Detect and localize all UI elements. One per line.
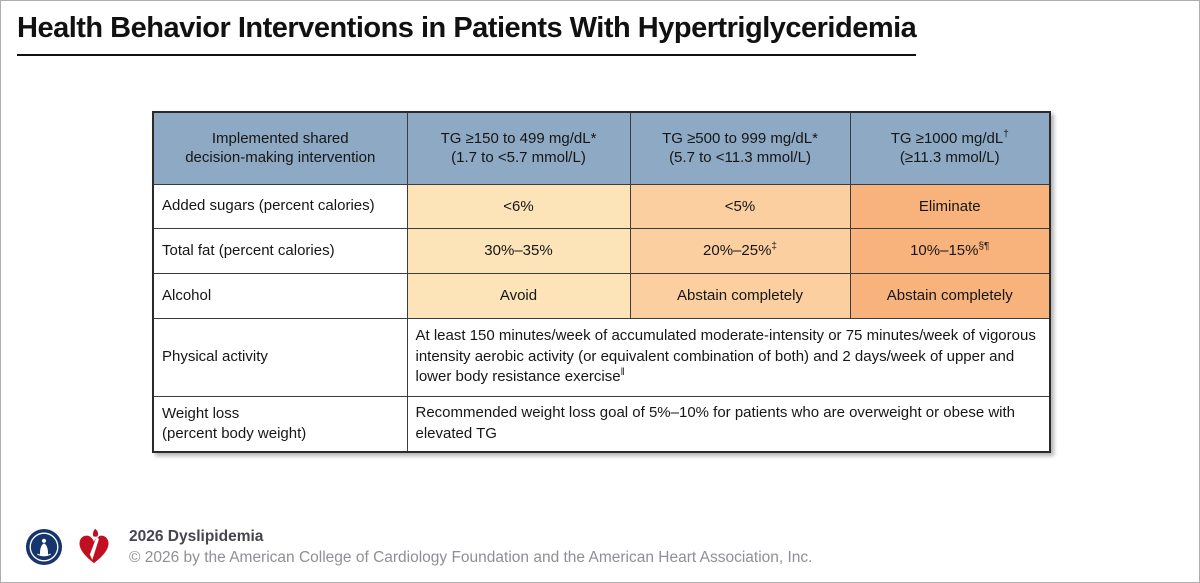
value-cell: 30%–35% xyxy=(406,227,631,274)
row-label-physical-activity: Physical activity xyxy=(152,317,408,397)
american-heart-association-logo-icon xyxy=(79,529,109,564)
header-cell-intervention: Implemented shared decision-making inter… xyxy=(152,111,408,185)
value-cell: Abstain completely xyxy=(849,272,1051,319)
span-cell-weight-loss: Recommended weight loss goal of 5%–10% f… xyxy=(406,395,1051,453)
parallel-bars-footnote-marker: ‖ xyxy=(620,367,625,379)
page-title: Health Behavior Interventions in Patient… xyxy=(17,12,917,57)
interventions-table: Implemented shared decision-making inter… xyxy=(152,111,1051,453)
value-cell: Avoid xyxy=(406,272,631,319)
footer-copyright: © 2026 by the American College of Cardio… xyxy=(129,549,813,567)
row-label-added-sugars: Added sugars (percent calories) xyxy=(152,183,408,229)
value-cell: <5% xyxy=(629,183,851,229)
header-cell-tg-1000: TG ≥1000 mg/dL† (≥11.3 mmol/L) xyxy=(849,111,1051,185)
table-header-row: Implemented shared decision-making inter… xyxy=(152,111,1051,185)
header-cell-tg-150-499: TG ≥150 to 499 mg/dL* (1.7 to <5.7 mmol/… xyxy=(406,111,631,185)
section-pilcrow-footnote-marker: §¶ xyxy=(978,241,990,252)
value-cell: Eliminate xyxy=(849,183,1051,229)
header-line: TG ≥500 to 999 mg/dL* xyxy=(662,129,818,147)
american-college-of-cardiology-logo-icon xyxy=(25,529,63,566)
span-cell-physical-activity: At least 150 minutes/week of accumulated… xyxy=(406,317,1051,397)
table-row-weight-loss: Weight loss (percent body weight) Recomm… xyxy=(152,395,1051,453)
header-line: TG ≥1000 mg/dL xyxy=(890,129,1004,147)
value-cell: 20%–25%‡ xyxy=(629,227,851,274)
footer: 2026 Dyslipidemia © 2026 by the American… xyxy=(25,526,812,569)
footer-text-block: 2026 Dyslipidemia © 2026 by the American… xyxy=(129,526,812,569)
table-row-added-sugars: Added sugars (percent calories) <6% <5% … xyxy=(152,183,1051,229)
footer-program-title: 2026 Dyslipidemia xyxy=(129,527,264,545)
table-row-alcohol: Alcohol Avoid Abstain completely Abstain… xyxy=(152,272,1051,319)
row-label-alcohol: Alcohol xyxy=(152,272,408,319)
header-line: TG ≥150 to 499 mg/dL* xyxy=(440,129,597,147)
table-row-physical-activity: Physical activity At least 150 minutes/w… xyxy=(152,317,1051,397)
row-label-weight-loss: Weight loss (percent body weight) xyxy=(152,395,408,453)
dagger-footnote-marker: † xyxy=(1003,128,1009,140)
row-label-total-fat: Total fat (percent calories) xyxy=(152,227,408,274)
table-row-total-fat: Total fat (percent calories) 30%–35% 20%… xyxy=(152,227,1051,274)
double-dagger-footnote-marker: ‡ xyxy=(771,241,777,252)
value-cell: 10%–15%§¶ xyxy=(849,227,1051,274)
header-line: decision-making intervention xyxy=(185,149,376,167)
header-line: (≥11.3 mmol/L) xyxy=(899,149,1000,167)
header-line: (5.7 to <11.3 mmol/L) xyxy=(669,149,811,167)
header-line: Implemented shared xyxy=(211,129,349,147)
value-cell: Abstain completely xyxy=(629,272,851,319)
header-cell-tg-500-999: TG ≥500 to 999 mg/dL* (5.7 to <11.3 mmol… xyxy=(629,111,851,185)
header-line: (1.7 to <5.7 mmol/L) xyxy=(451,149,586,167)
value-cell: <6% xyxy=(406,183,631,229)
